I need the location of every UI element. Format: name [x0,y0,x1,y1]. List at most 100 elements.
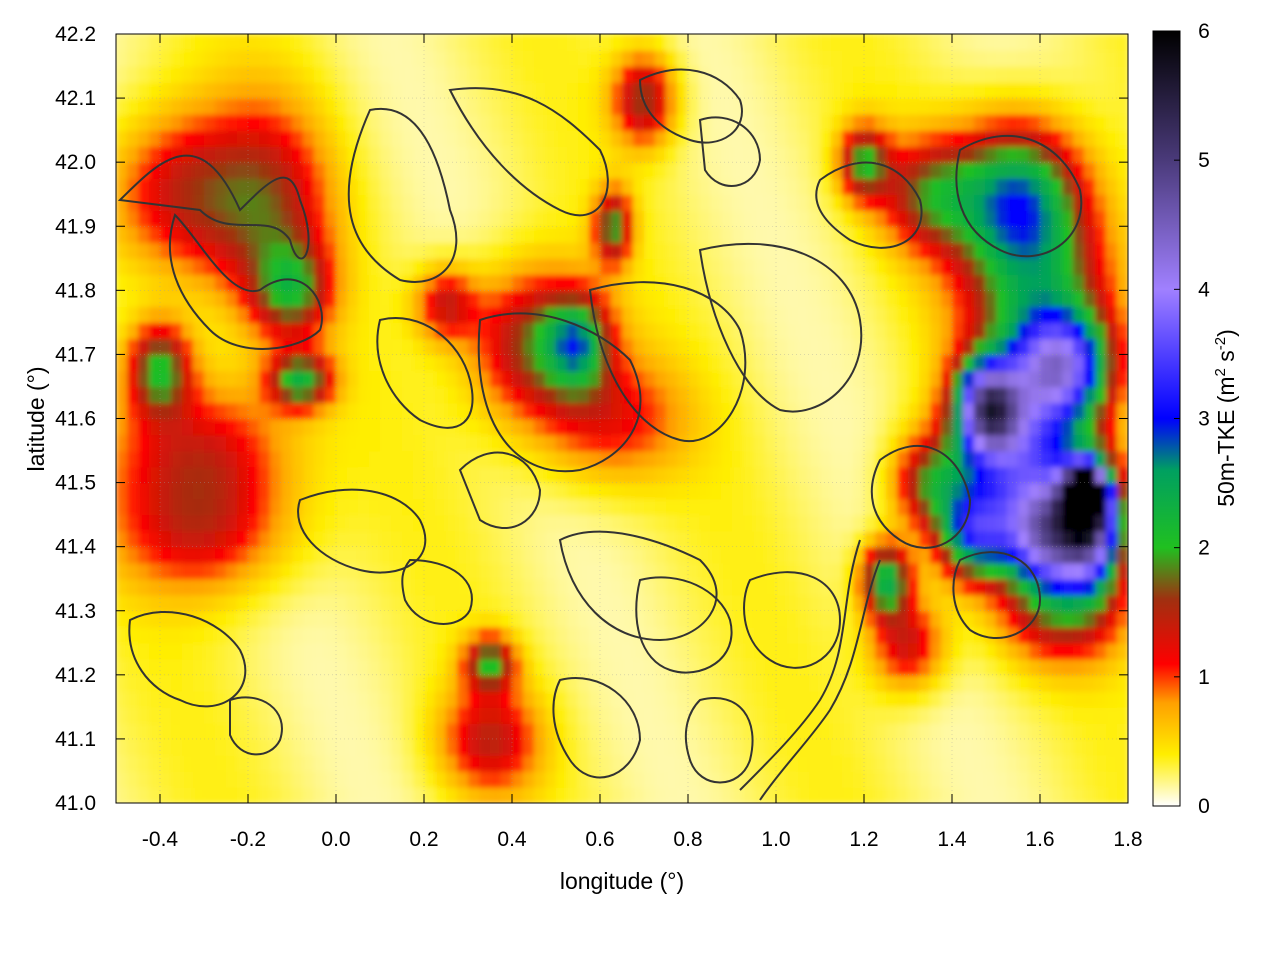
heat-cell [842,274,854,292]
heat-cell [1117,290,1128,308]
heat-cell [1062,50,1074,67]
heat-cell [765,50,777,67]
heat-cell [468,146,480,163]
heat-cell [424,450,436,468]
heat-cell [1084,66,1096,83]
heat-cell [435,787,447,803]
heat-cell [391,466,403,484]
heat-cell [985,242,997,260]
heat-cell [919,66,931,83]
heat-cell [237,226,249,243]
heat-cell [732,482,744,500]
heat-cell [842,754,854,772]
heat-cell [787,306,799,324]
heat-cell [468,210,480,227]
heat-cell [644,306,656,324]
heat-cell [787,418,799,436]
heat-cell [468,290,480,308]
heat-cell [809,370,821,388]
x-tick-label: 1.8 [1113,828,1142,851]
heat-cell [204,482,216,500]
heat-cell [600,738,612,756]
heat-cell [919,82,931,99]
heat-cell [633,754,645,772]
contour-line [952,551,1042,640]
heat-cell [171,242,183,260]
heat-cell [215,178,227,195]
heat-cell [336,498,348,516]
heat-cell [545,626,557,644]
heat-cell [391,210,403,227]
heat-cell [809,771,821,788]
heat-cell [721,162,733,179]
heat-cell [336,354,348,372]
heat-cell [490,450,502,468]
heat-cell [347,82,359,99]
heat-cell [1073,114,1085,131]
heat-cell [864,514,876,532]
heat-cell [908,162,920,179]
heat-cell [897,338,909,356]
heat-cell [116,258,128,276]
heat-cell [666,754,678,772]
heat-cell [842,610,854,628]
heat-cell [611,290,623,308]
heat-cell [534,706,546,724]
heat-cell [765,82,777,99]
heat-cell [1073,146,1085,163]
heat-cell [160,610,172,628]
heat-cell [754,306,766,324]
heat-cell [809,610,821,628]
heat-cell [699,402,711,420]
heat-cell [1029,386,1041,404]
heat-cell [446,130,458,147]
heat-cell [1029,690,1041,708]
heat-cell [633,498,645,516]
heat-cell [1106,306,1118,324]
heat-cell [1029,66,1041,83]
heat-cell [1117,82,1128,99]
heat-cell [1018,722,1030,740]
heat-cell [963,370,975,388]
heat-cell [512,610,524,628]
heat-cell [1062,146,1074,163]
heat-cell [160,434,172,452]
heat-cell [182,514,194,532]
heat-cell [897,306,909,324]
heat-cell [369,242,381,260]
heat-cell [347,514,359,532]
heat-cell [1051,706,1063,724]
heat-cell [985,674,997,692]
heat-cell [127,258,139,276]
heat-cell [688,290,700,308]
heat-cell [974,594,986,612]
heat-cell [996,370,1008,388]
heat-cell [798,114,810,131]
heat-cell [259,306,271,324]
heat-cell [589,34,601,51]
heat-cell [292,306,304,324]
heat-cell [644,771,656,788]
heat-cell [457,658,469,676]
heat-cell [292,626,304,644]
heat-cell [875,322,887,340]
heat-cell [589,690,601,708]
heat-cell [633,338,645,356]
heat-cell [556,562,568,580]
heat-cell [402,274,414,292]
heat-cell [919,626,931,644]
heat-cell [831,787,843,803]
heat-cell [534,82,546,99]
heat-cell [1106,562,1118,580]
heat-cell [985,354,997,372]
heat-cell [897,226,909,243]
heat-cell [435,530,447,548]
heat-cell [1040,210,1052,227]
heat-cell [930,34,942,51]
heat-cell [633,562,645,580]
heat-cell [600,98,612,115]
heat-cell [512,50,524,67]
heat-cell [281,82,293,99]
heat-cell [908,706,920,724]
heat-cell [1106,34,1118,51]
